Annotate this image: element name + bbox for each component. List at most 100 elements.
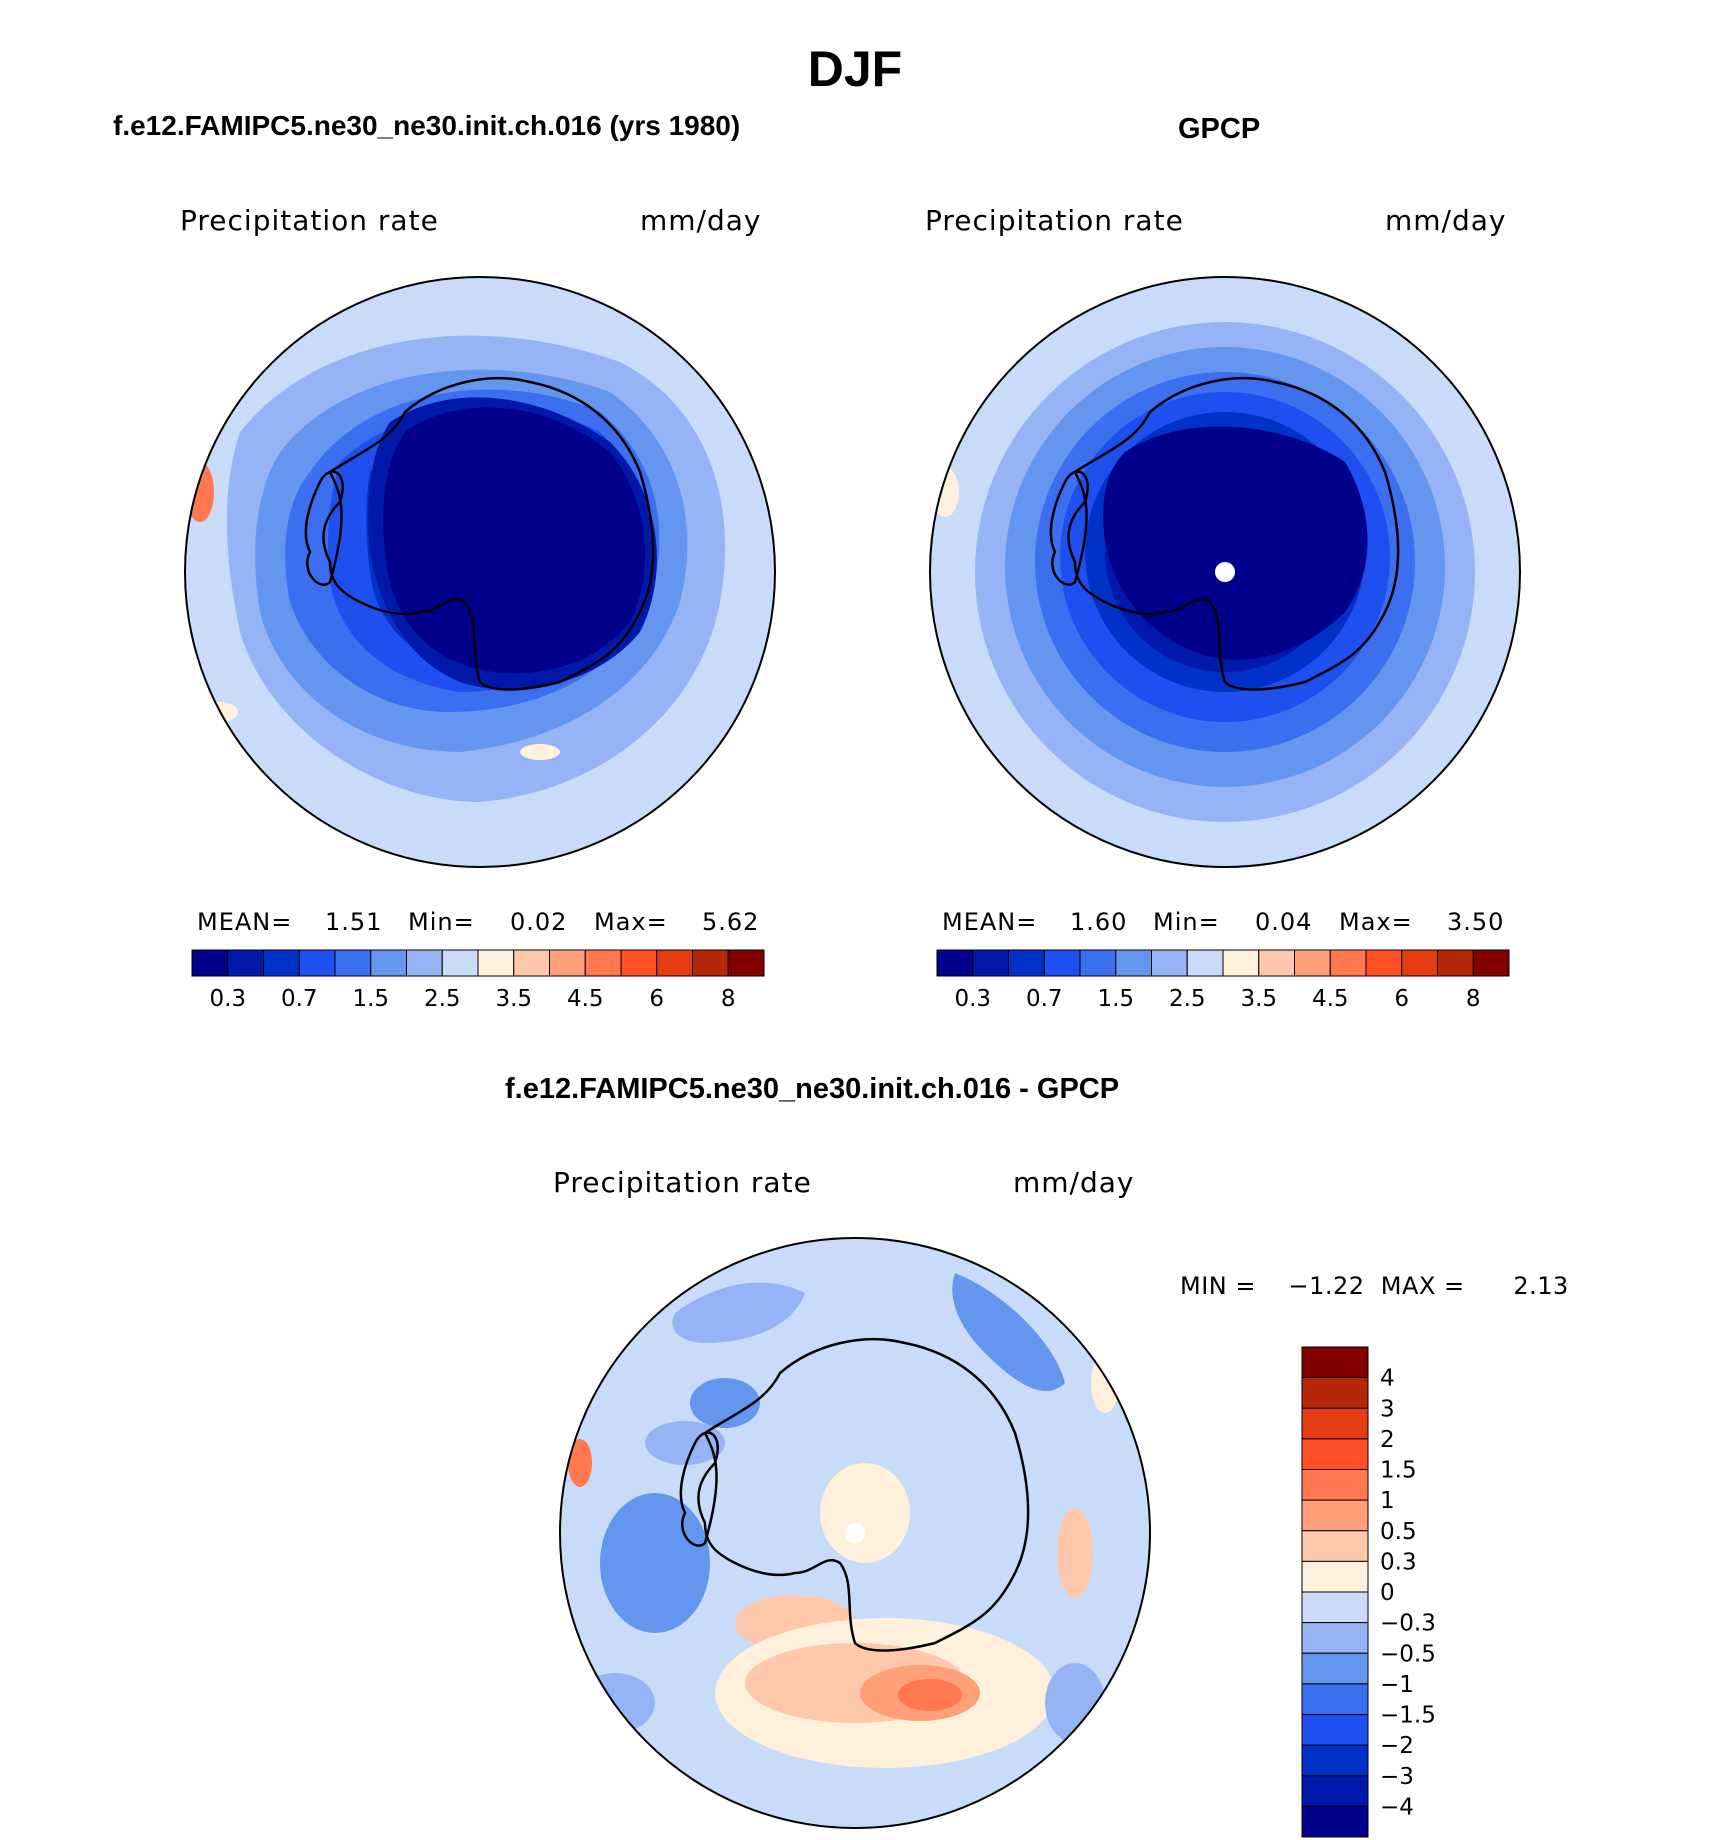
diff-variable-label: Precipitation rate: [553, 1166, 812, 1199]
model-colorbar-swatch: [406, 949, 443, 977]
model-variable-label: Precipitation rate: [180, 204, 439, 237]
obs-colorbar-tick-label: 2.5: [1169, 986, 1206, 1012]
diff-colorbar-tick-label: 3: [1380, 1396, 1395, 1422]
diff-colorbar-tick-label: −0.3: [1380, 1611, 1436, 1637]
obs-min-label: Min=: [1153, 908, 1220, 936]
diff-colorbar-swatch: [1301, 1622, 1369, 1654]
diff-colorbar-tick-label: 1: [1380, 1488, 1395, 1514]
model-colorbar-tick-label: 6: [649, 986, 664, 1012]
diff-colorbar-tick-label: −3: [1380, 1764, 1414, 1790]
model-colorbar-tick-label: 4.5: [567, 986, 604, 1012]
obs-colorbar-tick-label: 6: [1394, 986, 1409, 1012]
obs-colorbar-swatch: [1043, 949, 1081, 977]
model-colorbar-swatch: [263, 949, 300, 977]
diff-units-label: mm/day: [1013, 1166, 1135, 1199]
obs-panel-title: GPCP: [1178, 113, 1261, 145]
diff-colorbar-tick-label: −2: [1380, 1733, 1414, 1759]
obs-precip-map: [929, 276, 1521, 868]
model-max-label: Max=: [594, 908, 668, 936]
diff-colorbar-swatch: [1301, 1407, 1369, 1440]
model-colorbar-swatch: [727, 949, 765, 977]
obs-colorbar-tick-label: 1.5: [1097, 986, 1134, 1012]
obs-colorbar-swatch: [1151, 949, 1188, 977]
model-colorbar-swatch: [298, 949, 336, 977]
obs-colorbar: 0.3 0.7 1.5 2.5 3.5 4.5 6 8: [936, 949, 1510, 1012]
diff-colorbar-tick-label: −1: [1380, 1672, 1414, 1698]
model-precip-map: [184, 276, 776, 868]
obs-colorbar-swatch: [1186, 949, 1224, 977]
model-colorbar-swatch: [513, 949, 550, 977]
obs-variable-label: Precipitation rate: [925, 204, 1184, 237]
obs-max-value: 3.50: [1447, 908, 1505, 936]
model-min-value: 0.02: [510, 908, 568, 936]
model-colorbar-swatch: [692, 949, 729, 977]
diff-colorbar-tick-label: 0: [1380, 1580, 1395, 1606]
diff-colorbar-swatch: [1301, 1805, 1369, 1838]
obs-colorbar-tick-label: 8: [1466, 986, 1481, 1012]
model-mean-label: MEAN=: [197, 908, 293, 936]
obs-max-label: Max=: [1339, 908, 1413, 936]
obs-colorbar-swatch: [1008, 949, 1045, 977]
diff-minmax-label: MIN = −1.22 MAX = 2.13: [1180, 1272, 1569, 1300]
model-colorbar-tick-label: 3.5: [495, 986, 532, 1012]
obs-colorbar-swatch: [1258, 949, 1295, 977]
model-colorbar-tick-label: 0.7: [281, 986, 318, 1012]
model-colorbar-tick-label: 1.5: [352, 986, 389, 1012]
obs-colorbar-swatch: [1294, 949, 1331, 977]
season-title: DJF: [807, 41, 903, 97]
obs-colorbar-swatch: [1079, 949, 1117, 977]
obs-colorbar-swatch: [936, 949, 974, 977]
model-colorbar-swatch: [227, 949, 264, 977]
diff-colorbar-swatch: [1301, 1591, 1369, 1624]
model-colorbar-swatch: [477, 949, 515, 977]
model-colorbar-swatch: [334, 949, 372, 977]
model-colorbar-tick-label: 2.5: [424, 986, 461, 1012]
model-min-label: Min=: [408, 908, 475, 936]
diff-colorbar-tick-label: 1.5: [1380, 1458, 1417, 1484]
diff-panel-title: f.e12.FAMIPC5.ne30_ne30.init.ch.016 - GP…: [505, 1073, 1120, 1105]
obs-mean-label: MEAN=: [942, 908, 1038, 936]
model-colorbar: 0.3 0.7 1.5 2.5 3.5 4.5 6 8: [191, 949, 765, 1012]
diff-colorbar-swatch: [1301, 1377, 1369, 1409]
model-colorbar-swatch: [441, 949, 479, 977]
obs-colorbar-swatch: [1115, 949, 1152, 977]
diff-colorbar-swatch: [1301, 1438, 1369, 1470]
diff-colorbar-swatch: [1301, 1469, 1369, 1501]
obs-colorbar-tick-label: 0.3: [954, 986, 991, 1012]
diff-colorbar: 4 3 2 1.5 1 0.5 0.3 0 −0.3 −0.5 −1 −1.5 −2 −3 −4: [1301, 1346, 1436, 1838]
diff-colorbar-tick-label: −1.5: [1380, 1703, 1436, 1729]
model-colorbar-swatch: [549, 949, 586, 977]
obs-colorbar-tick-label: 0.7: [1026, 986, 1063, 1012]
model-colorbar-tick-label: 8: [721, 986, 736, 1012]
obs-colorbar-tick-label: 4.5: [1312, 986, 1349, 1012]
obs-mean-value: 1.60: [1070, 908, 1128, 936]
obs-colorbar-swatch: [1365, 949, 1403, 977]
diff-colorbar-swatch: [1301, 1530, 1369, 1562]
obs-min-value: 0.04: [1255, 908, 1313, 936]
obs-units-label: mm/day: [1385, 204, 1507, 237]
diff-colorbar-tick-label: 0.3: [1380, 1549, 1417, 1575]
diff-colorbar-tick-label: 2: [1380, 1427, 1395, 1453]
diff-colorbar-tick-label: −4: [1380, 1794, 1414, 1820]
model-colorbar-swatch: [656, 949, 693, 977]
obs-colorbar-swatch: [1401, 949, 1438, 977]
diff-colorbar-swatch: [1301, 1499, 1369, 1532]
diff-colorbar-tick-label: −0.5: [1380, 1641, 1436, 1667]
obs-colorbar-swatch: [1329, 949, 1367, 977]
diff-colorbar-swatch: [1301, 1560, 1369, 1593]
model-units-label: mm/day: [640, 204, 762, 237]
obs-colorbar-swatch: [1222, 949, 1260, 977]
model-max-value: 5.62: [702, 908, 760, 936]
diff-colorbar-swatch: [1301, 1652, 1369, 1685]
diff-precip-map: [559, 1237, 1151, 1829]
model-colorbar-swatch: [584, 949, 622, 977]
obs-colorbar-swatch: [1472, 949, 1510, 977]
diff-colorbar-swatch: [1301, 1775, 1369, 1807]
model-colorbar-swatch: [191, 949, 229, 977]
diff-colorbar-tick-label: 4: [1380, 1366, 1395, 1392]
model-colorbar-swatch: [620, 949, 658, 977]
obs-colorbar-swatch: [1437, 949, 1474, 977]
model-colorbar-tick-label: 0.3: [209, 986, 246, 1012]
model-colorbar-swatch: [370, 949, 407, 977]
obs-colorbar-tick-label: 3.5: [1240, 986, 1277, 1012]
